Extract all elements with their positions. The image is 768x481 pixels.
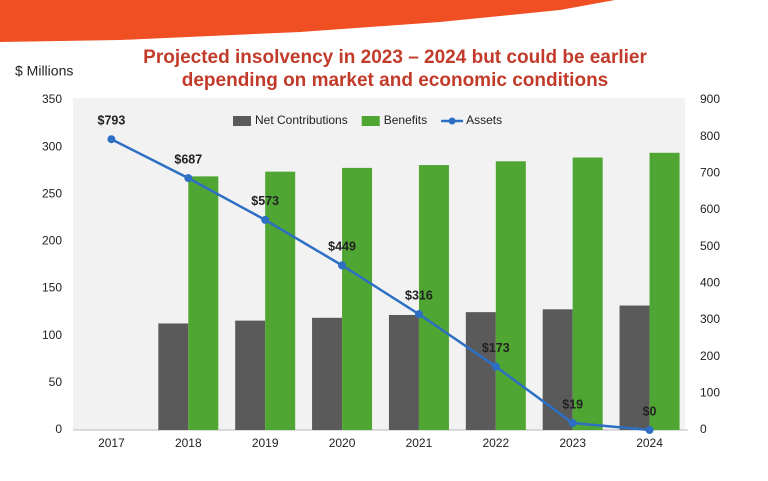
y2-tick-label: 300: [700, 312, 720, 326]
bar: [235, 320, 266, 430]
y2-tick-label: 900: [700, 92, 720, 106]
y-tick-label: 150: [42, 281, 62, 295]
y-tick-label: 300: [42, 139, 62, 153]
y-tick-label: 200: [42, 234, 62, 248]
bar: [265, 171, 296, 430]
bar: [495, 161, 526, 431]
x-tick-label: 2024: [636, 436, 663, 450]
point: [338, 261, 347, 270]
legend-label: Net Contributions: [255, 113, 348, 127]
value-label: $19: [562, 397, 583, 411]
y2-tick-label: 400: [700, 276, 720, 290]
chart-title: depending on market and economic conditi…: [182, 70, 609, 91]
bar: [542, 309, 573, 430]
value-label: $793: [98, 114, 126, 128]
x-tick-label: 2018: [175, 436, 202, 450]
y2-tick-label: 0: [700, 422, 707, 436]
y-tick-label: 50: [49, 375, 63, 389]
bar: [619, 305, 650, 430]
y2-tick-label: 800: [700, 129, 720, 143]
value-label: $316: [405, 288, 433, 302]
x-tick-label: 2022: [482, 436, 509, 450]
legend-label: Benefits: [384, 113, 427, 127]
value-label: $0: [643, 404, 657, 418]
point: [107, 135, 116, 144]
x-tick-label: 2021: [406, 436, 433, 450]
bar: [572, 157, 603, 430]
legend-label: Assets: [466, 113, 502, 127]
bar: [388, 314, 419, 430]
legend-swatch: [448, 117, 456, 125]
banner: [0, 0, 615, 42]
x-tick-label: 2023: [559, 436, 586, 450]
value-label: $573: [251, 194, 279, 208]
y-tick-label: 250: [42, 186, 62, 200]
bar: [418, 165, 449, 431]
x-tick-label: 2020: [329, 436, 356, 450]
line: [110, 138, 650, 432]
y2-tick-label: 200: [700, 349, 720, 363]
y2-tick-label: 600: [700, 202, 720, 216]
legend-swatch: [361, 116, 380, 126]
y-axis-label: $ Millions: [15, 63, 73, 79]
y-tick-label: 0: [55, 422, 62, 436]
point: [568, 419, 577, 428]
bar: [342, 167, 373, 430]
bar: [312, 317, 343, 430]
y-tick-label: 350: [42, 92, 62, 106]
point: [645, 426, 654, 434]
point: [491, 362, 500, 371]
bar: [465, 312, 496, 430]
bar: [158, 323, 189, 430]
point: [261, 215, 270, 224]
legend-swatch: [233, 116, 251, 126]
chart-title: Projected insolvency in 2023 – 2024 but …: [143, 47, 647, 68]
y2-tick-label: 700: [700, 166, 720, 180]
value-label: $173: [482, 341, 510, 355]
x-tick-label: 2017: [98, 436, 125, 450]
value-label: $449: [328, 240, 356, 254]
point: [184, 174, 193, 183]
point: [414, 310, 423, 319]
x-tick-label: 2019: [252, 436, 279, 450]
bar: [649, 152, 680, 431]
bar: [188, 176, 219, 430]
y2-tick-label: 100: [700, 386, 720, 400]
y2-tick-label: 500: [700, 239, 720, 253]
value-label: $687: [174, 152, 202, 166]
y-tick-label: 100: [42, 328, 62, 342]
